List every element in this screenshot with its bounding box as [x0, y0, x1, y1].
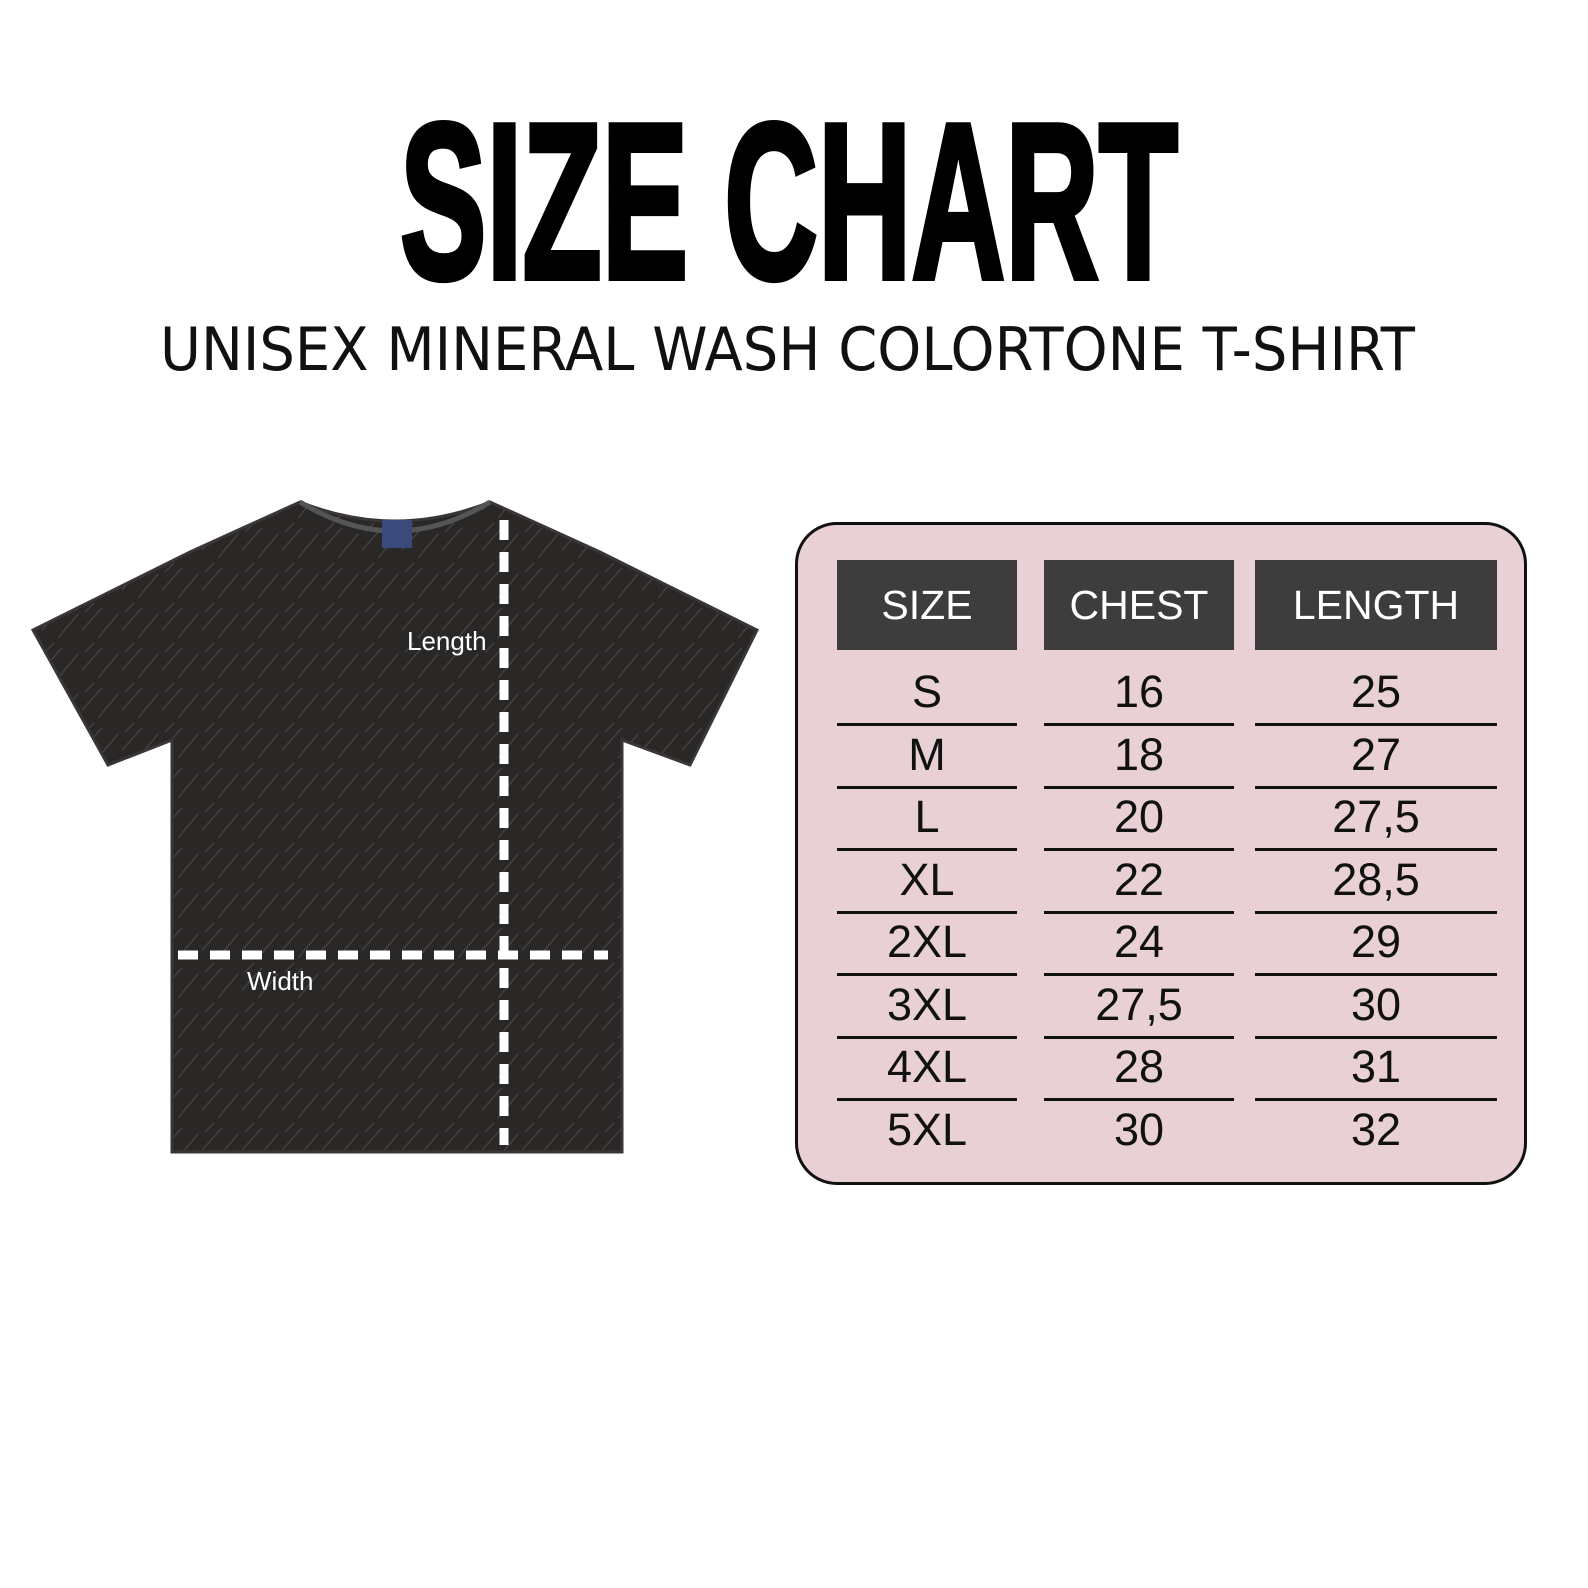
cell-size: 2XL [886, 916, 968, 967]
page-subtitle: UNISEX MINERAL WASH COLORTONE T-SHIRT [160, 315, 1415, 385]
row-divider [837, 785, 1017, 789]
row-divider [1255, 973, 1497, 976]
length-label: Length [407, 626, 487, 656]
row-divider [1255, 723, 1497, 726]
row-divider [1255, 1098, 1497, 1101]
row-divider [837, 723, 1017, 726]
row-divider [837, 1035, 1017, 1039]
size-table: SIZE CHEST LENGTH S 16 25 M 18 27 L 20 27,5 XL 22 28,5… [795, 522, 1527, 1185]
row-divider [837, 1098, 1017, 1101]
header-chest: CHEST [1044, 560, 1234, 650]
cell-chest: 27,5 [1095, 978, 1183, 1030]
cell-length: 31 [1350, 1041, 1402, 1092]
heading: SIZE CHART UNISEX MINERAL WASH COLORTONE… [160, 75, 1415, 385]
cell-chest: 18 [1113, 728, 1165, 780]
row-divider [837, 973, 1017, 976]
row-divider [837, 910, 1017, 914]
cell-chest: 28 [1113, 1041, 1165, 1092]
cell-size: XL [899, 853, 955, 905]
row-divider [1255, 848, 1497, 851]
row-divider [1044, 848, 1234, 851]
cell-chest: 22 [1113, 853, 1165, 905]
cell-chest: 20 [1113, 791, 1165, 842]
cell-length: 30 [1350, 978, 1402, 1030]
cell-size: L [914, 791, 940, 842]
row-divider [1044, 1035, 1234, 1039]
cell-size: 3XL [886, 978, 968, 1030]
header-length: LENGTH [1255, 560, 1497, 650]
row-divider [1255, 1035, 1497, 1039]
row-divider [1044, 785, 1234, 789]
cell-chest: 16 [1113, 666, 1165, 717]
cell-length: 27,5 [1332, 791, 1420, 842]
row-divider [837, 848, 1017, 851]
cell-length: 27 [1350, 728, 1402, 780]
cell-length: 28,5 [1332, 853, 1420, 905]
cell-size: M [908, 728, 946, 780]
cell-chest: 24 [1113, 916, 1165, 967]
row-divider [1044, 973, 1234, 976]
cell-size: 4XL [886, 1041, 968, 1092]
cell-chest: 30 [1113, 1103, 1165, 1155]
page-title: SIZE CHART [400, 78, 1178, 326]
row-divider [1044, 1098, 1234, 1101]
row-divider [1255, 910, 1497, 914]
cell-length: 32 [1350, 1103, 1402, 1155]
cell-length: 29 [1350, 916, 1402, 967]
row-divider [1255, 785, 1497, 789]
tshirt-shape [30, 500, 760, 1154]
tag-icon [382, 520, 412, 548]
row-divider [1044, 723, 1234, 726]
cell-size: 5XL [886, 1103, 968, 1155]
tshirt-diagram: Length Width [30, 499, 760, 1154]
cell-size: S [911, 666, 942, 717]
row-divider [1044, 910, 1234, 914]
cell-length: 25 [1350, 666, 1402, 717]
width-label: Width [247, 966, 313, 996]
header-size: SIZE [837, 560, 1017, 650]
